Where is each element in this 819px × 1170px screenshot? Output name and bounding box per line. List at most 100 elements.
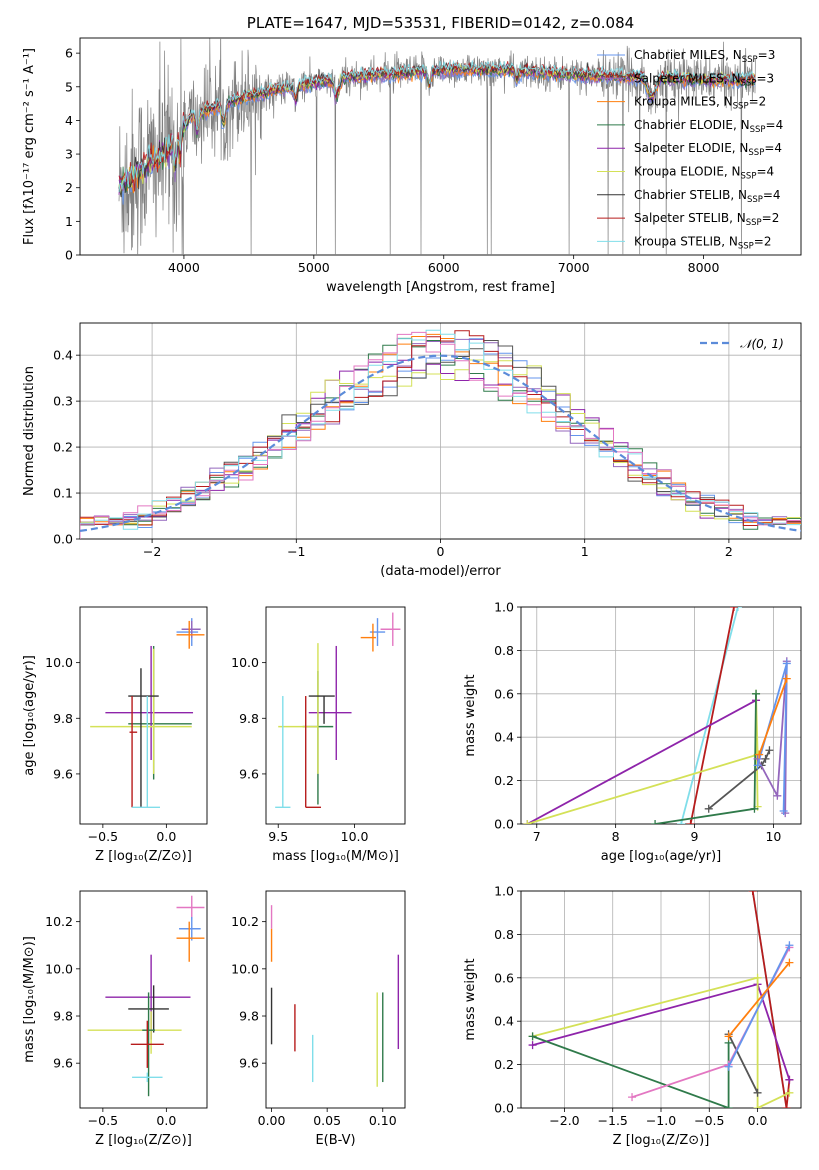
weight-marker	[782, 674, 791, 683]
y-tick-label: 10.0	[45, 655, 73, 670]
y-tick-label: 0.3	[53, 394, 73, 409]
weight-line	[727, 962, 791, 1037]
chart-title: PLATE=1647, MJD=53531, FIBERID=0142, z=0…	[247, 14, 634, 32]
axes-frame	[79, 890, 208, 1109]
x-tick-label: 8000	[688, 260, 720, 275]
y-tick-label: 1.0	[494, 884, 514, 899]
x-tick-label: 2	[725, 544, 733, 559]
x-axis-label: Z [log₁₀(Z/Z⊙)]	[613, 1133, 710, 1148]
weight-marker	[753, 1088, 762, 1097]
y-tick-label: 1	[65, 214, 73, 229]
x-tick-label: 6000	[428, 260, 460, 275]
weight-marker	[748, 891, 757, 895]
y-tick-label: 0.4	[494, 1014, 514, 1029]
x-tick-label: −1.5	[598, 1113, 628, 1128]
y-tick-label: 0.1	[53, 486, 73, 501]
y-tick-label: 0.6	[494, 970, 514, 985]
y-tick-label: 0.2	[494, 1057, 514, 1072]
y-tick-label: 9.6	[239, 1056, 259, 1071]
x-axis-label: E(B-V)	[315, 1133, 355, 1148]
weight-marker	[773, 791, 782, 800]
errorbar-point	[308, 645, 352, 761]
weight-marker	[724, 1104, 733, 1108]
weight-line	[727, 944, 791, 1068]
y-axis-label: Normed distribution	[22, 366, 37, 496]
x-tick-label: 7000	[558, 260, 590, 275]
axes-frame	[79, 37, 802, 256]
y-tick-label: 9.8	[53, 1009, 73, 1024]
weight-series	[523, 607, 791, 824]
y-axis-label: mass weight	[463, 958, 478, 1040]
weight-line	[527, 693, 759, 824]
errorbar-point	[360, 623, 376, 652]
y-tick-label: 0.4	[494, 730, 514, 745]
x-tick-label: 0.10	[369, 1113, 397, 1128]
axes-frame	[79, 606, 208, 825]
weight-marker	[785, 958, 794, 967]
weight-line	[708, 749, 771, 810]
y-tick-label: 10.2	[231, 914, 259, 929]
weight-line	[689, 607, 735, 824]
weight-marker	[785, 941, 794, 950]
weight-marker	[651, 820, 660, 824]
weight-marker	[528, 1032, 537, 1041]
x-tick-label: −0.5	[694, 1113, 724, 1128]
y-axis-label: age [log₁₀(age/yr)]	[22, 655, 37, 776]
errorbar-point	[105, 645, 194, 761]
x-tick-label: 0	[437, 544, 445, 559]
y-axis-label: mass [log₁₀(M/M⊙)]	[22, 936, 37, 1063]
normal-curve	[80, 354, 801, 532]
y-tick-label: 10.0	[231, 961, 259, 976]
weight-marker	[523, 820, 532, 824]
errorbar-point	[132, 1072, 163, 1083]
errorbar-point	[176, 620, 205, 649]
axes-frame	[520, 890, 802, 1109]
axes-frame	[79, 322, 802, 540]
errorbar-point	[130, 1020, 164, 1068]
weight-marker	[628, 1093, 637, 1102]
x-axis-label: wavelength [Angstrom, rest frame]	[326, 280, 555, 295]
weight-marker	[729, 607, 738, 611]
weight-marker	[753, 973, 762, 982]
errorbar-point	[176, 921, 205, 962]
axes-frame	[520, 606, 802, 825]
legend-entry: 𝒩(0, 1)	[740, 337, 784, 351]
weight-line	[532, 976, 790, 1108]
x-tick-label: −2	[143, 544, 161, 559]
errorbar-point	[176, 618, 199, 646]
x-tick-label: −1	[287, 544, 305, 559]
y-tick-label: 1.0	[494, 600, 514, 615]
weight-marker	[779, 806, 788, 815]
weight-marker	[753, 1104, 762, 1108]
weight-marker	[752, 689, 761, 698]
x-tick-label: 0.00	[258, 1113, 286, 1128]
x-axis-label: age [log₁₀(age/yr)]	[601, 849, 722, 864]
legend-entry: Salpeter STELIB, NSSP=2	[634, 211, 779, 228]
x-tick-label: −1.0	[646, 1113, 676, 1128]
y-tick-label: 2	[65, 180, 73, 195]
spectrum-legend: Chabrier MILES, NSSP=3 Salpeter MILES, NS…	[597, 48, 783, 251]
weight-line	[727, 1033, 759, 1094]
weight-line	[751, 891, 791, 1108]
errorbar-series	[275, 612, 401, 809]
axes-frame	[265, 606, 406, 825]
errorbar-point	[380, 612, 401, 646]
y-axis-label: Flux [fλ10⁻¹⁷ erg cm⁻² s⁻¹ A⁻¹]	[22, 48, 37, 245]
y-tick-label: 9.8	[53, 711, 73, 726]
x-tick-label: 9.5	[268, 829, 288, 844]
weight-marker	[785, 1088, 794, 1097]
weight-marker	[753, 761, 762, 770]
legend-entry: Kroupa MILES, NSSP=2	[634, 95, 766, 112]
weight-marker	[724, 1032, 733, 1041]
x-tick-label: 1	[581, 544, 589, 559]
errorbar-point	[275, 696, 291, 809]
weight-marker	[686, 820, 695, 824]
y-tick-label: 9.8	[239, 711, 259, 726]
x-axis-label: mass [log₁₀(M/M⊙)]	[272, 849, 399, 864]
spectrum-axes: 4000 5000 6000 7000 8000 0 1 2 3 4 5 6 wavelength [A…	[22, 14, 802, 295]
x-tick-label: 5000	[298, 260, 330, 275]
histogram-series	[80, 329, 801, 539]
x-tick-label: −0.5	[88, 829, 118, 844]
errorbar-point	[129, 696, 138, 808]
